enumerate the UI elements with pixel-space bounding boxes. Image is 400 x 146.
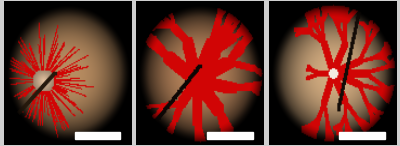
Text: C: C (272, 9, 282, 22)
Bar (207, 132, 253, 139)
Text: B: B (140, 9, 150, 22)
Bar (339, 132, 385, 139)
Bar (74, 132, 120, 139)
Text: A: A (8, 9, 18, 22)
